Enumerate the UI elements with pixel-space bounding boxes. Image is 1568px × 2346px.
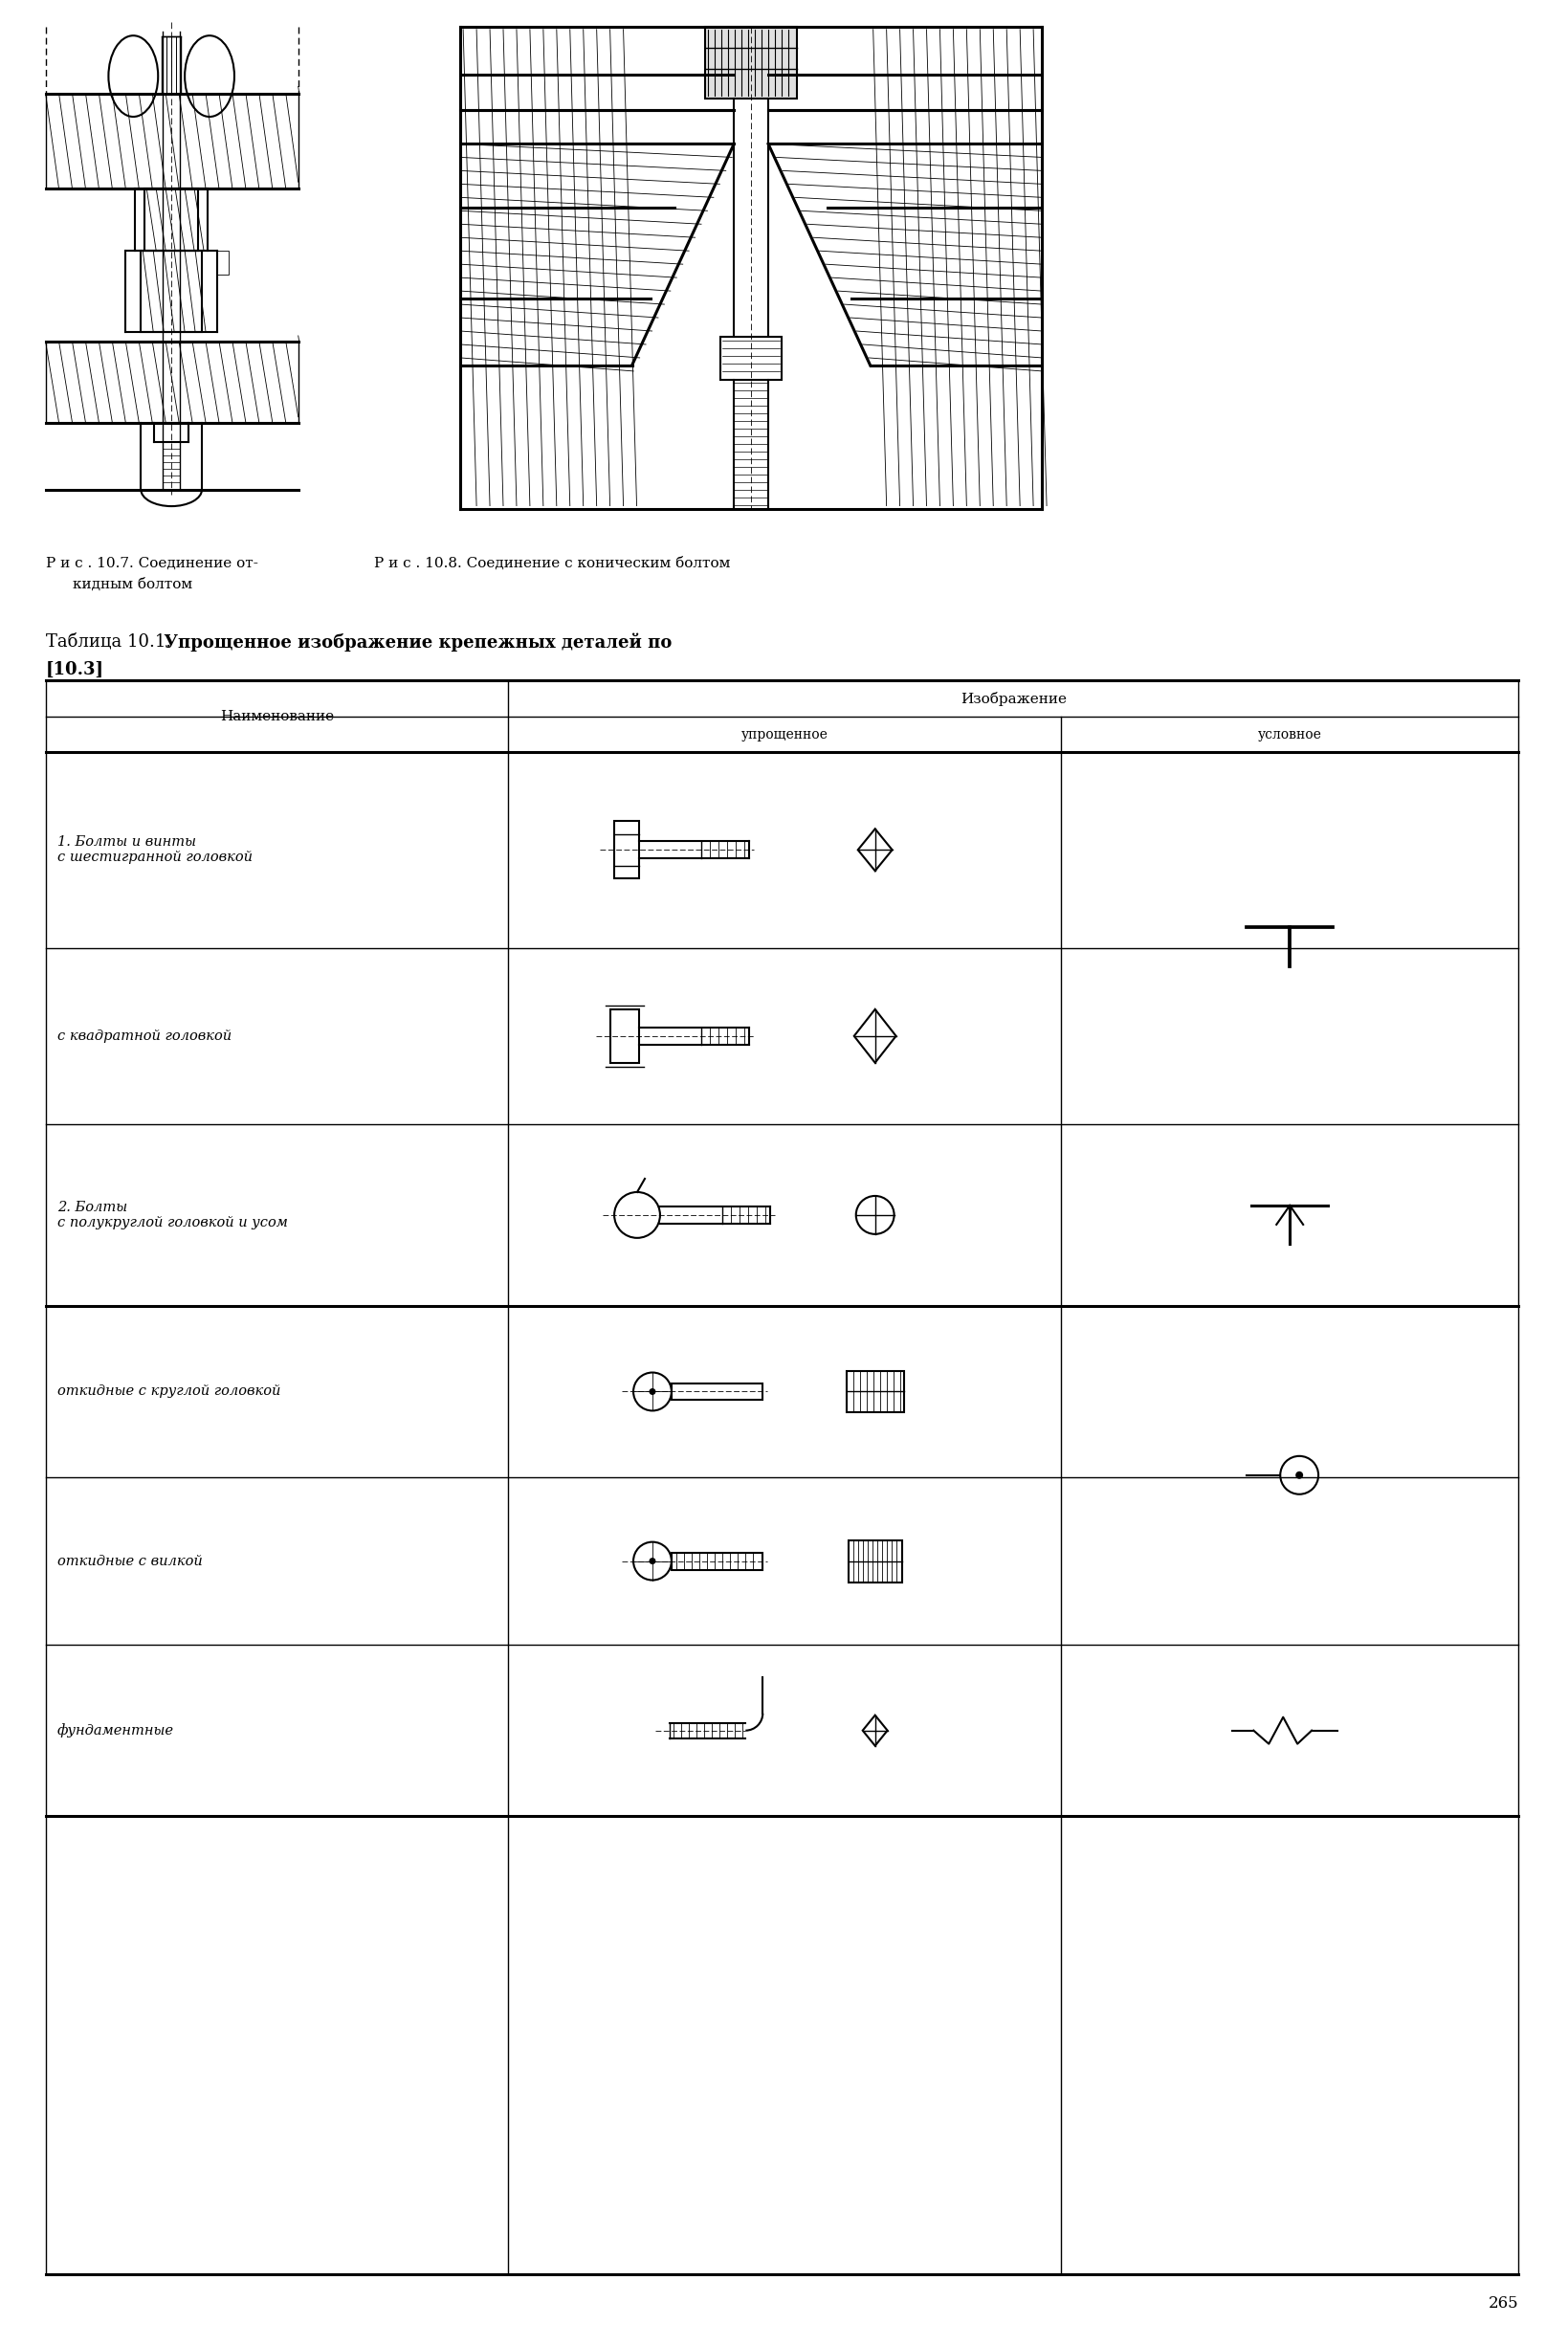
- Text: с квадратной головкой: с квадратной головкой: [56, 1030, 230, 1042]
- Text: Наименование: Наименование: [220, 708, 334, 723]
- Bar: [162, 35, 180, 94]
- Bar: [671, 1553, 762, 1569]
- Circle shape: [633, 1372, 671, 1410]
- Circle shape: [649, 1558, 655, 1565]
- Bar: [144, 188, 198, 251]
- Text: Упрощенное изображение крепежных деталей по: Упрощенное изображение крепежных деталей…: [158, 633, 671, 652]
- Circle shape: [1295, 1471, 1303, 1478]
- Text: условное: условное: [1258, 727, 1320, 741]
- Bar: [610, 1009, 638, 1063]
- Circle shape: [633, 1541, 671, 1581]
- Bar: [848, 1539, 902, 1581]
- Text: фундаментные: фундаментные: [56, 1724, 174, 1738]
- Text: упрощенное: упрощенное: [740, 727, 828, 741]
- Text: Р и с . 10.7. Соединение от-: Р и с . 10.7. Соединение от-: [45, 556, 257, 570]
- Text: Таблица 10.1.: Таблица 10.1.: [45, 633, 171, 650]
- Bar: [720, 338, 781, 380]
- Text: [10.3]: [10.3]: [45, 662, 103, 678]
- Text: Изображение: Изображение: [960, 692, 1066, 706]
- Bar: [671, 1384, 762, 1401]
- Text: откидные с круглой головкой: откидные с круглой головкой: [56, 1384, 281, 1398]
- Circle shape: [649, 1389, 655, 1396]
- Circle shape: [615, 1192, 660, 1239]
- Text: кидным болтом: кидным болтом: [72, 577, 191, 591]
- Bar: [141, 251, 202, 333]
- Text: Р и с . 10.8. Соединение с коническим болтом: Р и с . 10.8. Соединение с коническим бо…: [375, 556, 731, 570]
- Text: 2. Болты
с полукруглой головкой и усом: 2. Болты с полукруглой головкой и усом: [56, 1201, 287, 1229]
- Text: 1. Болты и винты
с шестигранной головкой: 1. Болты и винты с шестигранной головкой: [56, 835, 252, 863]
- Bar: [706, 26, 797, 99]
- Text: откидные с вилкой: откидные с вилкой: [56, 1555, 202, 1567]
- Bar: [216, 251, 229, 274]
- Bar: [845, 1370, 903, 1412]
- Bar: [615, 821, 638, 877]
- Text: 265: 265: [1488, 2294, 1518, 2311]
